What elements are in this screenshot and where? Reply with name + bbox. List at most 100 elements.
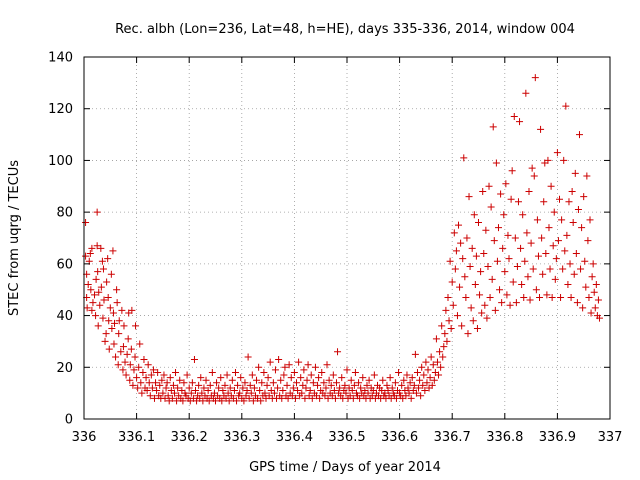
data-point (499, 244, 507, 252)
data-point (531, 74, 539, 82)
data-point (570, 270, 578, 278)
data-point (156, 381, 164, 389)
x-tick-labels: 336 336.1 336.2 336.3 336.4 336.5 336.6 336.7 33… (72, 430, 623, 445)
data-point (458, 322, 466, 330)
data-point (398, 381, 406, 389)
data-point (470, 211, 478, 219)
y-tick-label: 120 (48, 102, 73, 117)
data-point (137, 379, 145, 387)
data-point (356, 394, 364, 402)
data-point (466, 262, 474, 270)
x-tick-label: 336.6 (381, 430, 418, 445)
data-point (92, 275, 100, 283)
data-point (540, 198, 548, 206)
data-point (543, 291, 551, 299)
data-point (258, 379, 266, 387)
data-point (523, 229, 531, 237)
data-point (284, 394, 292, 402)
data-point (293, 379, 301, 387)
data-point (440, 343, 448, 351)
data-point (149, 366, 157, 374)
data-point (263, 381, 271, 389)
data-point (522, 89, 530, 97)
data-point (392, 394, 400, 402)
data-point (456, 283, 464, 291)
data-point (195, 381, 203, 389)
data-point (138, 389, 146, 397)
data-point (104, 255, 112, 263)
data-point (395, 368, 403, 376)
data-point (233, 397, 241, 405)
data-point (469, 317, 477, 325)
data-point (94, 322, 102, 330)
data-point (257, 397, 265, 405)
data-point (308, 394, 316, 402)
data-point (511, 234, 519, 242)
data-point (595, 314, 603, 322)
data-point (170, 389, 178, 397)
data-point (406, 379, 414, 387)
data-point (241, 379, 249, 387)
data-point (146, 392, 154, 400)
x-tick-label: 336.9 (539, 430, 576, 445)
data-point (280, 371, 288, 379)
y-tick-label: 60 (56, 257, 73, 272)
data-point (481, 301, 489, 309)
data-point (527, 239, 535, 247)
data-point (446, 257, 454, 265)
data-point (435, 371, 443, 379)
data-point (253, 376, 261, 384)
data-point (163, 379, 171, 387)
data-point (497, 190, 505, 198)
data-point (451, 265, 459, 273)
data-point (226, 384, 234, 392)
data-point (539, 270, 547, 278)
data-point (103, 278, 111, 286)
data-point (122, 371, 130, 379)
data-point (588, 273, 596, 281)
data-point (563, 231, 571, 239)
data-point (571, 169, 579, 177)
data-point (187, 389, 195, 397)
data-point (350, 381, 358, 389)
data-point (413, 368, 421, 376)
data-point (197, 374, 205, 382)
data-point (465, 193, 473, 201)
data-point (449, 301, 457, 309)
data-point (118, 306, 126, 314)
data-point (416, 376, 424, 384)
data-point (408, 374, 416, 382)
data-point (250, 384, 258, 392)
data-point (568, 187, 576, 195)
data-point (483, 314, 491, 322)
data-point (450, 229, 458, 237)
data-point (589, 260, 597, 268)
data-point (341, 381, 349, 389)
data-point (119, 366, 127, 374)
data-point (549, 242, 557, 250)
data-point (115, 317, 123, 325)
data-point (109, 309, 117, 317)
data-point (173, 397, 181, 405)
data-point (91, 291, 99, 299)
data-point (584, 237, 592, 245)
data-point (510, 112, 518, 120)
data-point (269, 379, 277, 387)
data-point (581, 257, 589, 265)
data-point (422, 358, 430, 366)
data-points (82, 74, 603, 405)
y-tick-label: 80 (56, 206, 73, 221)
data-point (277, 376, 285, 384)
chart-title: Rec. albh (Lon=236, Lat=48, h=HE), days … (115, 22, 575, 37)
data-point (274, 384, 282, 392)
data-point (417, 392, 425, 400)
data-point (180, 379, 188, 387)
data-point (164, 392, 172, 400)
data-point (126, 361, 134, 369)
data-point (154, 368, 162, 376)
data-point (437, 363, 445, 371)
y-tick-label: 40 (56, 309, 73, 324)
data-point (428, 381, 436, 389)
data-point (134, 384, 142, 392)
data-point (105, 317, 113, 325)
